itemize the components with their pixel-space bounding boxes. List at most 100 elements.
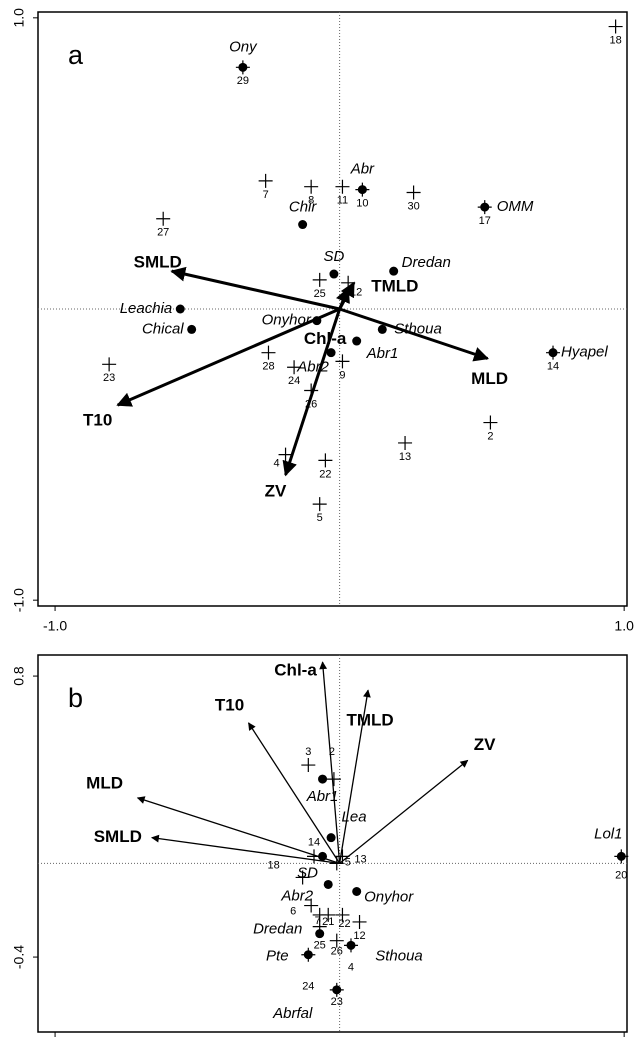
site-cross xyxy=(398,435,413,450)
site-cross xyxy=(318,453,333,468)
site-cross xyxy=(312,272,327,287)
site-label: 25 xyxy=(314,288,326,300)
species-point xyxy=(303,950,313,960)
species-point xyxy=(346,940,356,950)
variable-arrow xyxy=(282,308,342,477)
species-point xyxy=(377,324,387,334)
site-cross xyxy=(329,933,344,948)
species-label: Ony xyxy=(229,38,258,55)
variable-arrow xyxy=(339,307,489,362)
species-point xyxy=(326,833,336,843)
species-point xyxy=(175,304,185,314)
site-cross xyxy=(304,383,319,398)
site-label: 10 xyxy=(356,198,368,210)
site-label: 30 xyxy=(407,200,419,212)
site-cross xyxy=(335,354,350,369)
species-label: Abr1 xyxy=(366,345,399,362)
variable-arrow xyxy=(116,307,341,407)
variable-arrow xyxy=(338,689,371,864)
site-cross xyxy=(335,849,350,864)
site-label: 24 xyxy=(288,375,300,387)
site-label: 7 xyxy=(263,189,269,201)
site-label: 7 xyxy=(315,915,321,927)
species-point xyxy=(548,348,558,358)
site-label: 29 xyxy=(237,75,249,87)
site-label: 24 xyxy=(302,981,314,993)
site-cross xyxy=(483,415,498,430)
species-label: Leachia xyxy=(120,300,173,317)
site-cross xyxy=(335,907,350,922)
variable-arrow xyxy=(248,722,341,864)
variable-label: T10 xyxy=(83,411,112,430)
site-cross xyxy=(335,179,350,194)
site-label: 14 xyxy=(308,836,320,848)
species-label: Abr xyxy=(350,161,375,178)
site-cross xyxy=(608,19,623,34)
site-cross xyxy=(301,758,316,773)
species-label: Chical xyxy=(142,320,184,337)
site-cross xyxy=(102,357,117,372)
species-point xyxy=(187,324,197,334)
site-label: 2 xyxy=(487,430,493,442)
species-point xyxy=(352,336,362,346)
species-label: SD xyxy=(297,864,318,881)
species-point xyxy=(318,851,328,861)
site-label: 5 xyxy=(345,856,351,868)
site-label: 4 xyxy=(348,961,354,973)
y-tick-label: -1.0 xyxy=(11,588,27,612)
site-label: 5 xyxy=(317,512,323,524)
panel-label: b xyxy=(68,683,83,713)
site-cross xyxy=(295,870,310,885)
variable-arrow xyxy=(336,287,350,310)
y-tick-label: -0.4 xyxy=(11,945,27,969)
site-label: 12 xyxy=(350,287,362,299)
variable-label: TMLD xyxy=(371,276,418,295)
site-label: 17 xyxy=(479,215,491,227)
site-label: 13 xyxy=(354,853,366,865)
species-label: Dredan xyxy=(402,254,451,271)
site-cross xyxy=(406,185,421,200)
panel-label: a xyxy=(68,40,84,70)
site-label: 22 xyxy=(319,468,331,480)
variable-arrow xyxy=(151,834,340,865)
site-label: 23 xyxy=(331,996,343,1008)
species-label: Chir xyxy=(289,199,318,216)
species-label: Onyhor xyxy=(262,312,312,329)
site-cross xyxy=(341,275,356,290)
species-point xyxy=(318,774,328,784)
y-tick-label: 0.8 xyxy=(11,666,27,686)
variable-label: MLD xyxy=(471,369,508,388)
site-label: 20 xyxy=(615,869,627,881)
species-point xyxy=(326,348,336,358)
site-label: 14 xyxy=(547,361,559,373)
site-label: 12 xyxy=(353,930,365,942)
site-cross xyxy=(304,179,319,194)
species-point xyxy=(389,266,399,276)
species-point xyxy=(312,316,322,326)
variable-arrow xyxy=(339,759,469,864)
variable-label: T10 xyxy=(215,695,244,714)
species-label: Abrfal xyxy=(272,1005,313,1022)
site-label: 11 xyxy=(337,195,348,207)
site-cross xyxy=(261,345,276,360)
species-label: Lea xyxy=(342,809,367,826)
species-point xyxy=(616,851,626,861)
species-label: Abr2 xyxy=(296,359,329,376)
species-point xyxy=(323,879,333,889)
site-label: 13 xyxy=(399,451,411,463)
species-point xyxy=(315,929,325,939)
site-cross xyxy=(258,173,273,188)
site-label: 18 xyxy=(609,34,621,46)
species-label: Onyhor xyxy=(364,888,414,905)
species-point xyxy=(332,985,342,995)
variable-arrow xyxy=(136,796,340,865)
site-label: 22 xyxy=(338,918,350,930)
site-label: 9 xyxy=(339,369,345,381)
species-label: Abr2 xyxy=(280,887,313,904)
variable-label: TMLD xyxy=(346,711,393,730)
site-cross xyxy=(287,360,302,375)
variable-arrow xyxy=(319,661,341,864)
site-label: 28 xyxy=(262,361,274,373)
